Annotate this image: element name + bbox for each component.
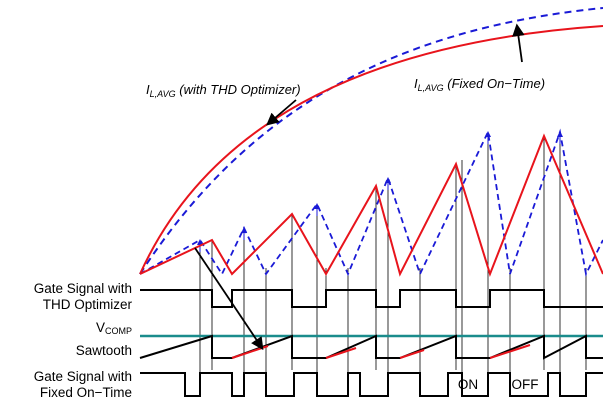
gate-fixed-label-line1: Gate Signal with (34, 369, 132, 384)
sawtooth-off-time-ramps (231, 344, 531, 359)
inductor-current-fixed-on-time (139, 128, 603, 277)
iavg-fixed-label: IL,AVG (Fixed On−Time) (414, 76, 545, 93)
fixed-peak-arrows (197, 131, 563, 252)
gate-signal-thd-waveform (140, 289, 603, 308)
gate-signal-fixed-on-time (140, 372, 603, 397)
sawtooth-label: Sawtooth (76, 343, 132, 358)
sawtooth-waveform (139, 334, 603, 360)
gate-fixed-label-line2: Fixed On−Time (40, 385, 132, 400)
gate-thd-label-line1: Gate Signal with (34, 281, 132, 296)
iavg-fixed-on-time-curve (139, 7, 603, 275)
iavg-thd-optimizer-curve (139, 25, 603, 275)
on-phase-label: ON (458, 377, 478, 392)
off-phase-label: OFF (512, 377, 539, 392)
inductor-current-thd-optimizer (139, 133, 603, 278)
sawtooth-pointer-arrow (194, 247, 264, 351)
iavg-thd-label: IL,AVG (with THD Optimizer) (146, 82, 301, 99)
vcomp-label: VCOMP (96, 320, 132, 336)
thd-annotation-arrow (266, 99, 297, 126)
fixed-annotation-arrow (512, 23, 525, 63)
gate-thd-label-line2: THD Optimizer (43, 297, 133, 312)
